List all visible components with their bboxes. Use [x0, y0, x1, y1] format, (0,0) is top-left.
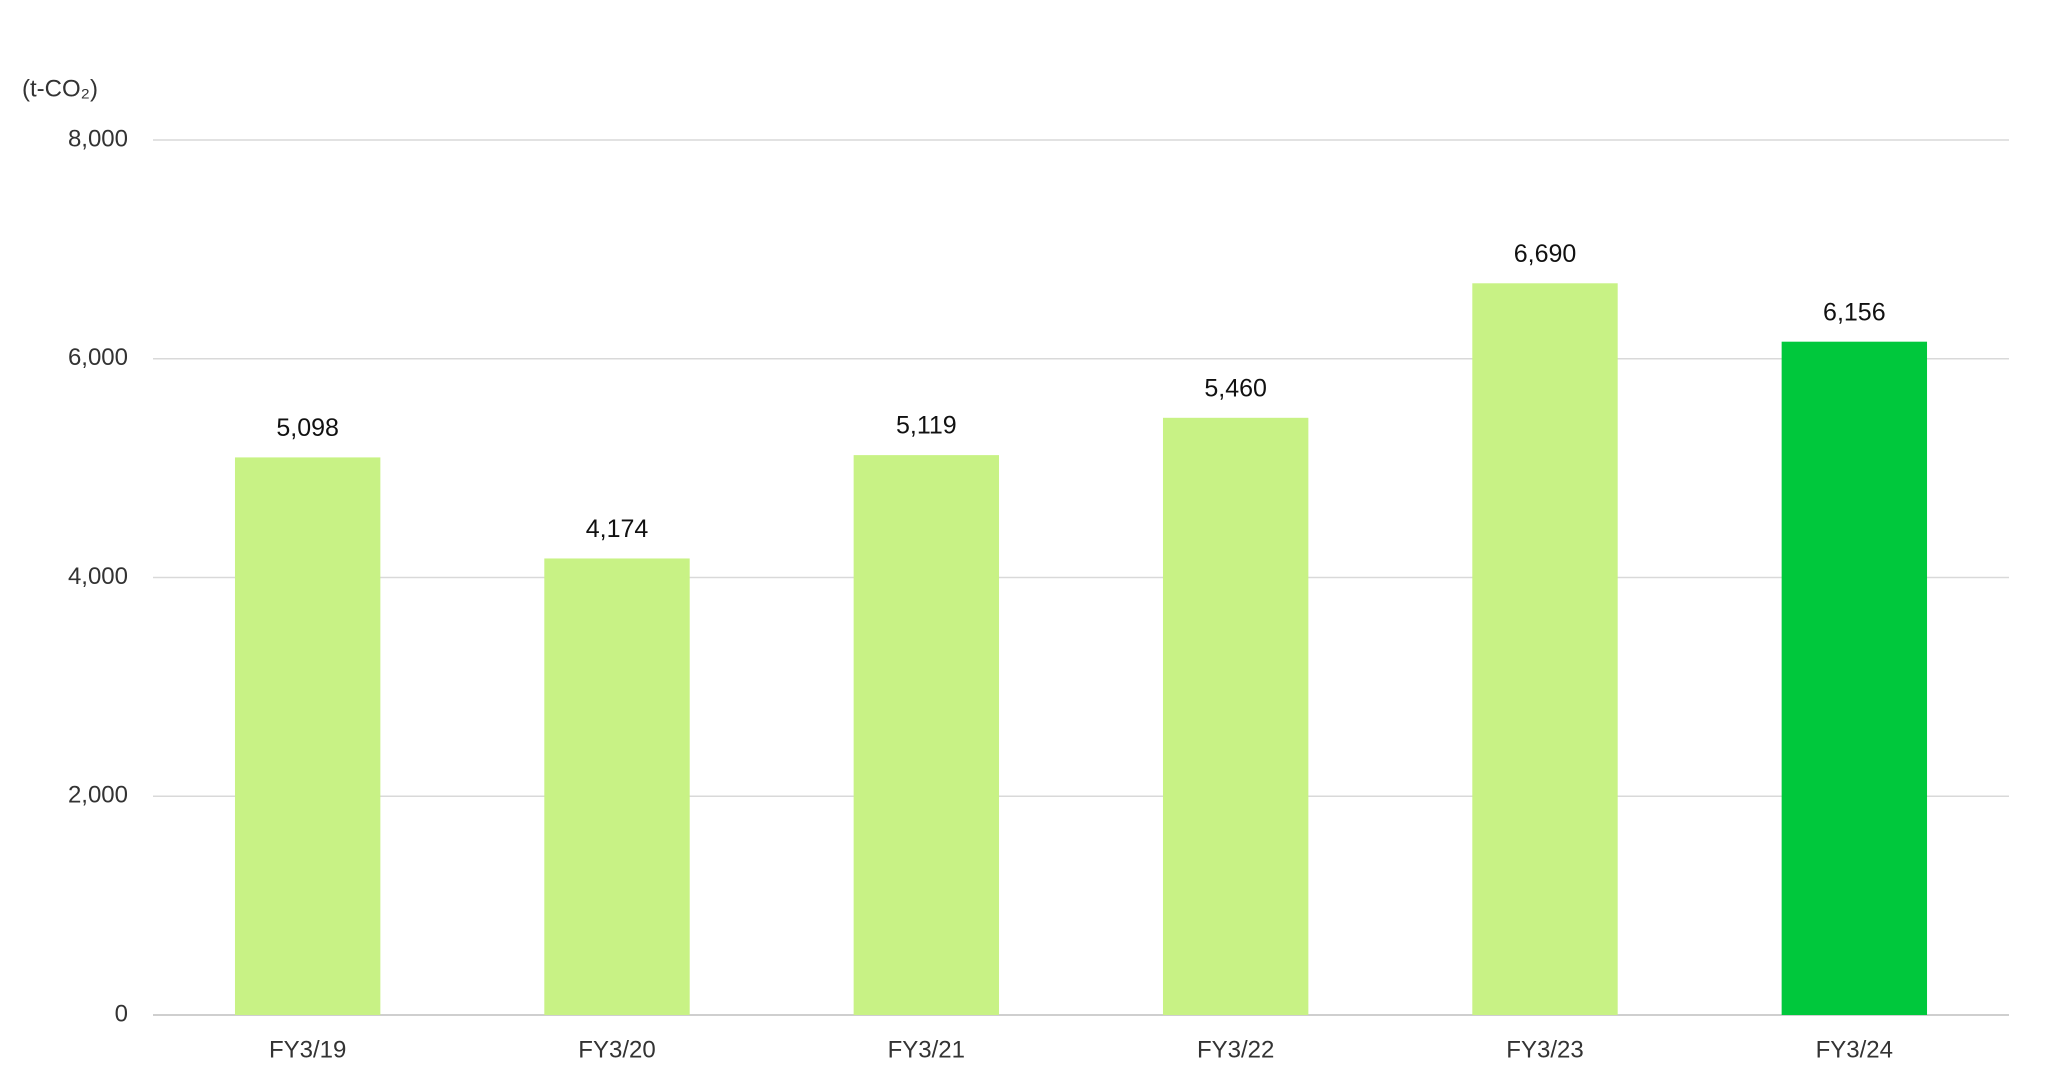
data-label: 5,460: [1204, 374, 1267, 402]
data-label: 6,690: [1514, 240, 1577, 268]
y-tick-label: 8,000: [68, 125, 128, 152]
x-tick-label: FY3/24: [1816, 1036, 1893, 1063]
data-label: 6,156: [1823, 298, 1886, 326]
bar: [544, 558, 690, 1015]
data-label: 5,119: [896, 412, 957, 440]
y-tick-label: 2,000: [68, 782, 128, 809]
bar: [234, 457, 381, 1015]
x-tick-label: FY3/23: [1506, 1036, 1583, 1063]
y-unit-label: (t-CO₂): [22, 75, 98, 102]
y-tick-label: 6,000: [68, 344, 128, 371]
bar: [1472, 283, 1618, 1015]
data-label: 4,174: [586, 515, 649, 543]
y-tick-label: 4,000: [68, 563, 128, 590]
x-tick-label: FY3/19: [269, 1036, 346, 1063]
x-tick-label: FY3/22: [1197, 1036, 1274, 1063]
bar: [1162, 417, 1309, 1015]
y-tick-label: 0: [115, 1000, 128, 1027]
bar: [853, 455, 1000, 1015]
data-label: 5,098: [276, 414, 339, 442]
x-tick-label: FY3/20: [578, 1036, 655, 1063]
bar: [1781, 341, 1928, 1015]
x-tick-label: FY3/21: [888, 1036, 965, 1063]
